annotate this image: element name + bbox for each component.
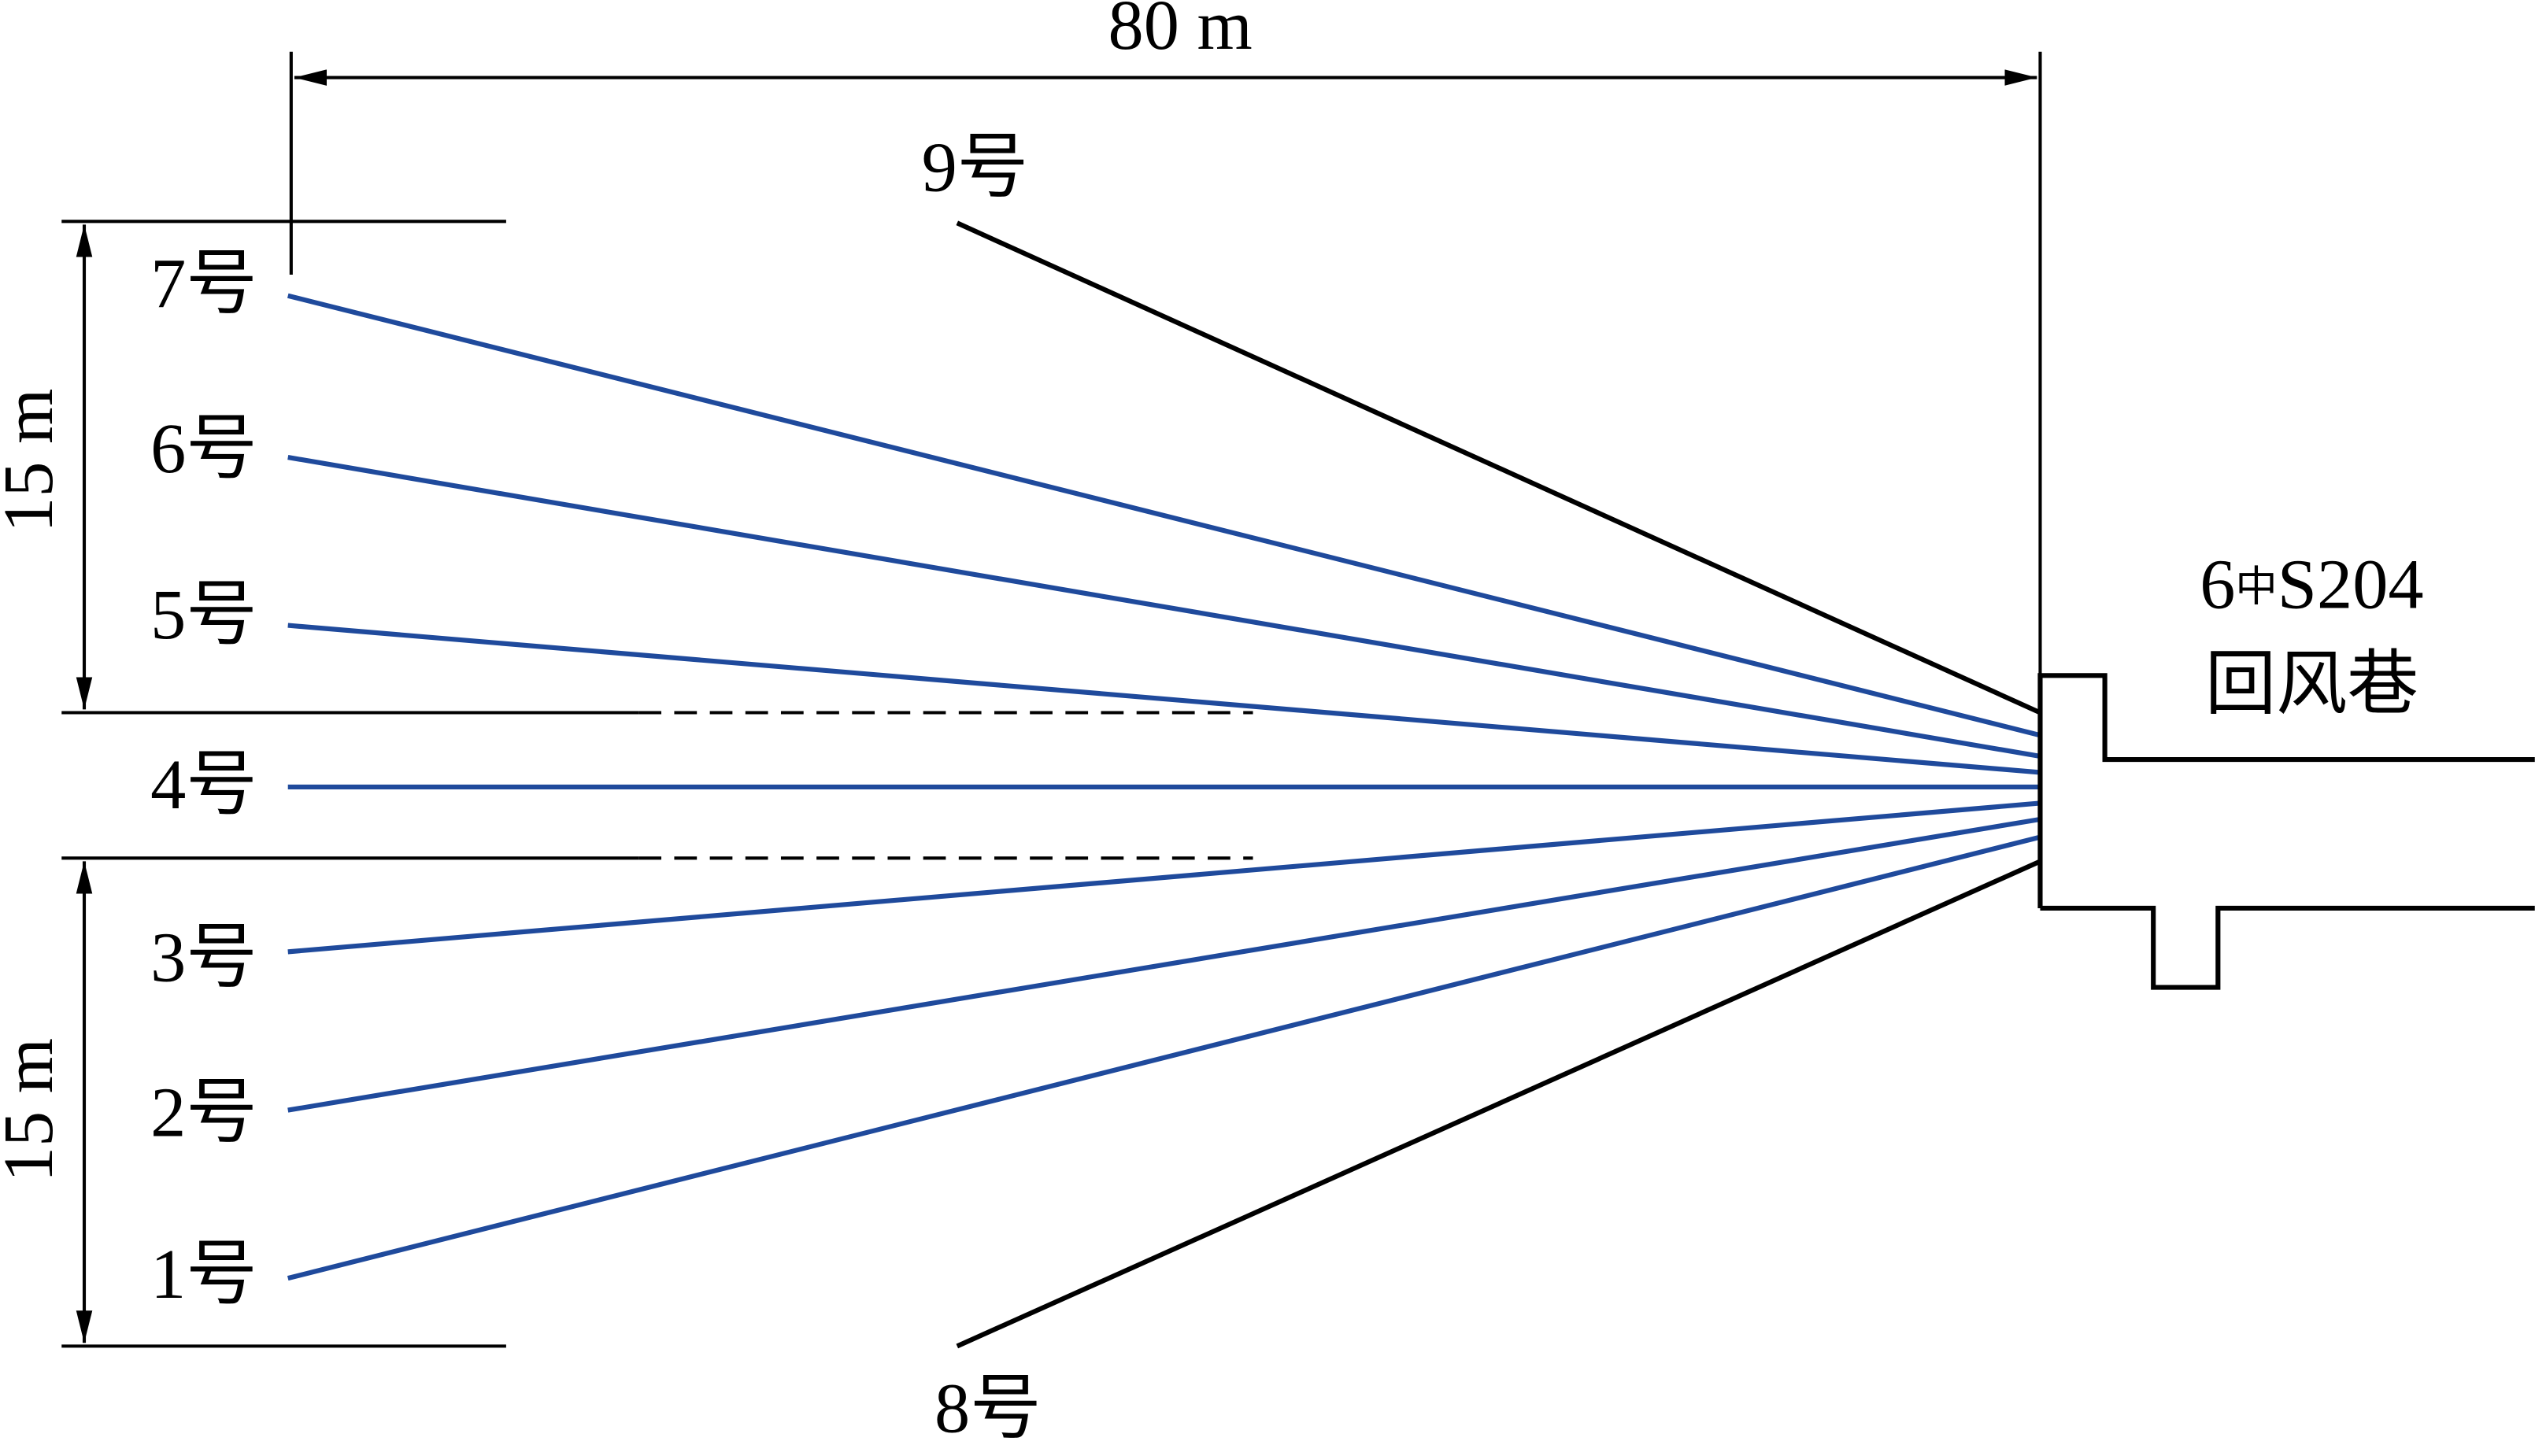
- borehole-line: [956, 220, 2041, 715]
- length-label: 80 m: [1108, 0, 1253, 65]
- roadway: 6中S204 回风巷: [2037, 544, 2535, 990]
- borehole-label: 7号: [150, 243, 257, 323]
- borehole-line: [287, 623, 2041, 775]
- upper-width-label: 15 m: [0, 389, 68, 533]
- borehole-line: [287, 293, 2041, 738]
- borehole-line: [956, 859, 2041, 1349]
- borehole-line: [287, 834, 2041, 1281]
- borehole-label: 9号: [922, 127, 1029, 206]
- borehole-label: 1号: [150, 1234, 257, 1314]
- length-dimension: 80 m: [289, 0, 2042, 676]
- borehole-line: [287, 455, 2041, 759]
- roadway-name: 6中S204: [2200, 544, 2423, 623]
- borehole-label: 3号: [150, 918, 257, 997]
- width-dimensions: 15 m 15 m: [0, 220, 1253, 1348]
- borehole-label: 5号: [150, 575, 257, 654]
- borehole-label: 2号: [150, 1073, 257, 1152]
- borehole-line: [287, 800, 2041, 955]
- borehole-label: 8号: [934, 1368, 1042, 1447]
- borehole-label: 6号: [150, 408, 257, 488]
- lower-width-label: 15 m: [0, 1038, 68, 1182]
- borehole-label: 4号: [150, 745, 257, 824]
- boreholes: 1号 2号 3号 4号 5号 6号 7号 8号 9号: [150, 127, 2041, 1447]
- roadway-type: 回风巷: [2205, 645, 2418, 724]
- borehole-line: [287, 816, 2041, 1113]
